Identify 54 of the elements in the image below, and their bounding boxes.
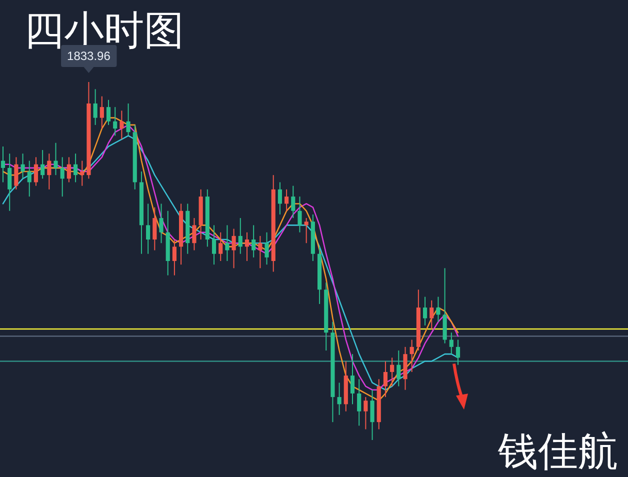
- candlestick: [264, 232, 269, 266]
- candlestick: [422, 296, 428, 326]
- candlestick: [252, 224, 256, 258]
- candlestick: [298, 196, 302, 233]
- candlestick: [27, 160, 32, 198]
- candlestick: [449, 332, 454, 355]
- candlestick: [225, 224, 230, 262]
- candlestick: [238, 218, 242, 254]
- candlestick: [218, 232, 223, 262]
- candlestick: [93, 88, 98, 126]
- candlestick: [278, 182, 282, 215]
- candlestick: [410, 339, 414, 372]
- candlestick: [8, 153, 12, 212]
- candlestick: [396, 350, 401, 387]
- candlestick: [146, 203, 150, 254]
- candlestick: [350, 354, 355, 405]
- candlestick: [291, 185, 296, 219]
- candlestick: [152, 206, 157, 251]
- candlestick: [54, 142, 58, 176]
- annotation: 1833.96: [67, 49, 111, 63]
- candlestick: [390, 357, 394, 387]
- candlestick: [126, 102, 130, 136]
- candlestick: [0, 146, 6, 183]
- candlestick: [106, 99, 111, 126]
- candlestick: [172, 239, 176, 276]
- candlestick: [100, 96, 104, 130]
- candlestick: [456, 339, 460, 366]
- candlestick: [212, 224, 216, 266]
- candlestick: [357, 378, 362, 426]
- candlestick: [430, 300, 434, 330]
- candlestick: [383, 360, 388, 398]
- candlestick: [284, 188, 289, 212]
- candlestick: [113, 106, 118, 136]
- candlestick: [244, 232, 250, 262]
- candlestick: [40, 150, 45, 180]
- candlestick: [66, 156, 71, 183]
- candlestick: [304, 218, 308, 244]
- candlestick: [120, 110, 124, 140]
- candlestick: [73, 153, 78, 183]
- candlestick: [34, 156, 38, 186]
- candlestick: [436, 296, 440, 322]
- candlestick: [60, 156, 64, 198]
- candlestick: [337, 382, 342, 416]
- candlestick: [14, 156, 18, 190]
- text: 钱佳航: [497, 429, 618, 475]
- candlestick: [192, 218, 196, 251]
- candlestick: [20, 153, 25, 180]
- candlestick: [159, 203, 164, 244]
- candlestick: [47, 153, 52, 190]
- candlestick: [258, 235, 262, 269]
- candlestick: [80, 160, 84, 186]
- candlestick: [232, 228, 236, 269]
- candlestick: [364, 396, 368, 430]
- candlestick: [370, 389, 374, 440]
